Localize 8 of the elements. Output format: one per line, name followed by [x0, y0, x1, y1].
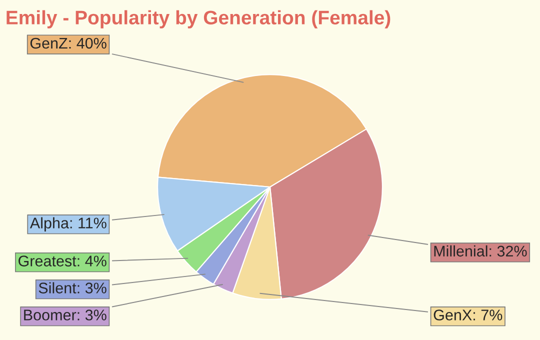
slice-label: GenZ: 40% — [30, 38, 106, 49]
slice-label: GenX: 7% — [434, 310, 502, 320]
slice-label: Alpha: 11% — [30, 217, 106, 232]
chart-title: Emily - Popularity by Generation (Female) — [6, 10, 390, 28]
slice-label: Greatest: 4% — [18, 256, 106, 266]
slice-label: Silent: 3% — [38, 282, 106, 294]
slice-label: Boomer: 3% — [24, 310, 106, 320]
slice-label: Millenial: 32% — [434, 245, 527, 257]
